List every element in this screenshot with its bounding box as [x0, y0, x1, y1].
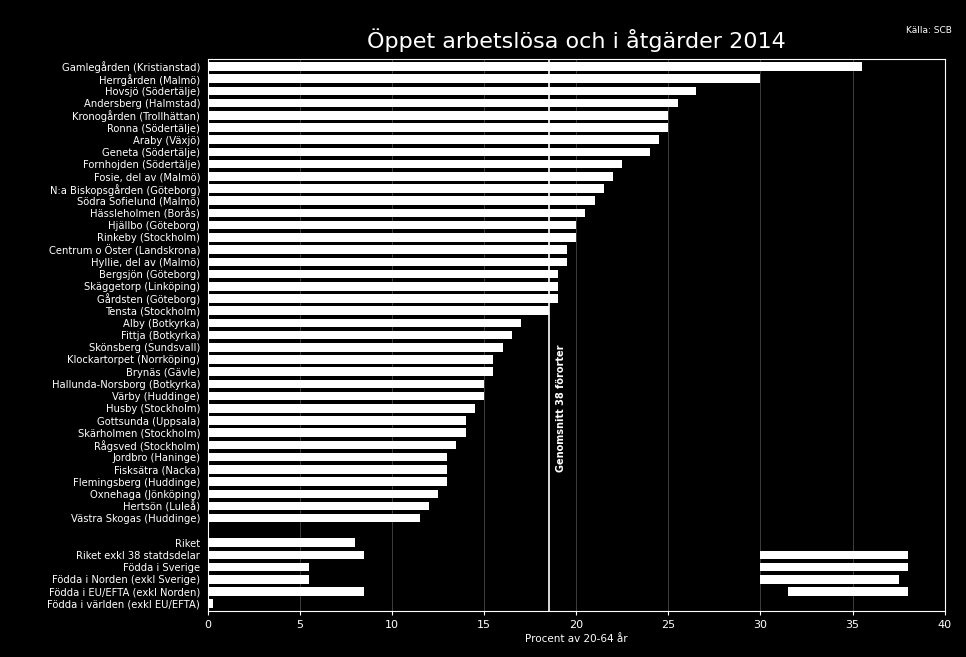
Bar	[208, 135, 659, 144]
Bar	[208, 355, 494, 364]
Bar	[760, 551, 908, 559]
Bar	[208, 160, 622, 168]
Bar	[208, 111, 668, 120]
Bar	[208, 294, 557, 303]
Bar	[208, 62, 862, 71]
Bar	[208, 245, 567, 254]
Bar	[208, 74, 760, 83]
Bar	[208, 599, 213, 608]
Bar	[208, 184, 604, 193]
Bar	[208, 392, 484, 400]
Bar	[208, 319, 521, 327]
Bar	[208, 441, 457, 449]
Bar	[208, 465, 447, 474]
Bar	[208, 270, 557, 279]
Bar	[208, 330, 512, 340]
Bar	[760, 575, 898, 583]
X-axis label: Procent av 20-64 år: Procent av 20-64 år	[525, 634, 628, 645]
Bar	[208, 404, 475, 413]
Bar	[208, 282, 557, 290]
Bar	[208, 514, 419, 522]
Bar	[208, 367, 494, 376]
Bar	[208, 489, 438, 498]
Bar	[208, 209, 585, 217]
Bar	[208, 233, 577, 242]
Bar	[760, 563, 908, 572]
Bar	[208, 306, 549, 315]
Bar	[208, 551, 364, 559]
Bar	[208, 221, 577, 229]
Bar	[208, 417, 466, 425]
Bar	[208, 99, 677, 107]
Bar	[208, 428, 466, 437]
Bar	[208, 563, 309, 572]
Text: Genomsnitt 38 förorter: Genomsnitt 38 förorter	[556, 344, 566, 472]
Bar	[208, 148, 650, 156]
Text: Källa: SCB: Källa: SCB	[906, 26, 952, 35]
Bar	[208, 380, 484, 388]
Bar	[208, 478, 447, 486]
Bar	[208, 124, 668, 132]
Bar	[208, 343, 502, 351]
Title: Öppet arbetslösa och i åtgärder 2014: Öppet arbetslösa och i åtgärder 2014	[367, 28, 785, 52]
Bar	[208, 172, 613, 181]
Bar	[788, 587, 908, 596]
Bar	[208, 258, 567, 266]
Bar	[208, 502, 429, 510]
Bar	[208, 196, 595, 205]
Bar	[208, 587, 364, 596]
Bar	[208, 453, 447, 461]
Bar	[208, 87, 696, 95]
Bar	[208, 575, 309, 583]
Bar	[208, 538, 355, 547]
